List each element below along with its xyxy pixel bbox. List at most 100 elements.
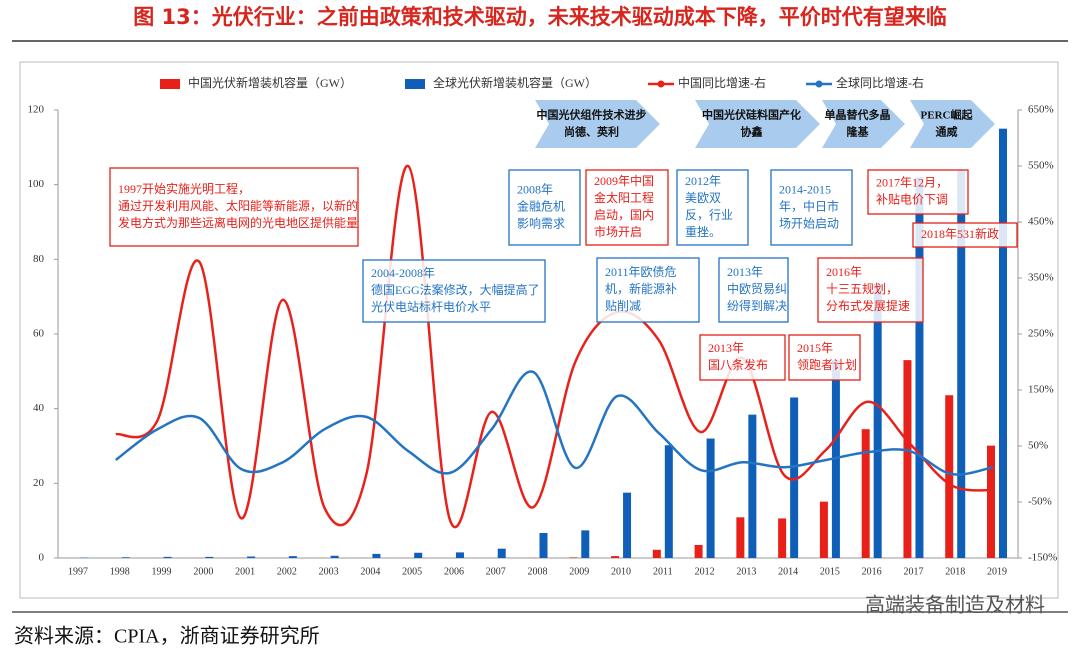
annotation-text: 反，行业 bbox=[685, 208, 733, 222]
y-tick-label: 80 bbox=[33, 253, 45, 265]
y-tick-label: 0 bbox=[39, 552, 45, 564]
annotation-text: 2015年 bbox=[797, 341, 833, 355]
bar bbox=[611, 556, 619, 558]
x-tick-label: 2016 bbox=[862, 566, 882, 577]
annotation-text: 影响需求 bbox=[517, 215, 565, 230]
legend-swatch bbox=[160, 79, 180, 89]
x-tick-label: 2010 bbox=[611, 566, 631, 577]
bar bbox=[820, 502, 828, 558]
phase-arrow bbox=[822, 100, 905, 148]
bar bbox=[623, 493, 631, 558]
annotation-text: 场开始启动 bbox=[779, 216, 839, 230]
annotation-text: 分布式发展提速 bbox=[826, 298, 910, 313]
y-tick-label: 100 bbox=[28, 178, 45, 190]
x-tick-label: 1998 bbox=[110, 566, 130, 577]
annotation-text: 年，中日市 bbox=[779, 198, 839, 213]
annotation-text: 启动，国内 bbox=[594, 208, 654, 222]
bar bbox=[695, 545, 703, 558]
legend-label: 中国同比增速-右 bbox=[678, 75, 766, 90]
legend-swatch bbox=[816, 81, 823, 88]
phase-label: 中国光伏组件技术进步 bbox=[537, 108, 647, 122]
annotation-text: 2004-2008年 bbox=[371, 266, 435, 280]
x-tick-label: 2003 bbox=[319, 566, 339, 577]
annotation-text: 2014-2015 bbox=[779, 182, 831, 196]
bar bbox=[122, 557, 130, 558]
bar bbox=[987, 446, 995, 558]
phase-label: 协鑫 bbox=[741, 125, 763, 139]
annotation-text: 金太阳工程 bbox=[594, 190, 654, 205]
legend-swatch bbox=[658, 81, 665, 88]
legend-label: 全球光伏新增装机容量（GW） bbox=[433, 75, 597, 90]
phase-label: 中国光伏硅料国产化 bbox=[702, 108, 801, 122]
y2-tick-label: 250% bbox=[1028, 328, 1054, 340]
bar bbox=[540, 533, 548, 558]
x-tick-label: 2006 bbox=[444, 566, 464, 577]
annotation-text: 十三五规划， bbox=[826, 281, 898, 296]
x-tick-label: 2017 bbox=[903, 566, 923, 577]
annotation-text: 2011年欧债危 bbox=[605, 265, 677, 279]
x-tick-label: 1997 bbox=[68, 566, 88, 577]
phase-arrow bbox=[695, 100, 820, 148]
annotation-text: 国八条发布 bbox=[708, 357, 768, 372]
legend-swatch bbox=[405, 79, 425, 89]
phase-label: PERC崛起 bbox=[921, 108, 974, 122]
annotation-text: 补贴电价下调 bbox=[876, 192, 948, 206]
bar bbox=[748, 415, 756, 558]
bar bbox=[581, 530, 589, 558]
x-tick-label: 2008 bbox=[528, 566, 548, 577]
legend-label: 全球同比增速-右 bbox=[836, 75, 924, 90]
x-tick-label: 2001 bbox=[235, 566, 255, 577]
x-tick-label: 2018 bbox=[945, 566, 965, 577]
y2-tick-label: 550% bbox=[1028, 160, 1054, 172]
x-tick-label: 2015 bbox=[820, 566, 840, 577]
x-tick-label: 2019 bbox=[987, 566, 1007, 577]
watermark: 高端装备制造及材料 bbox=[865, 593, 1045, 617]
y2-tick-label: 450% bbox=[1028, 216, 1054, 228]
annotation-text: 德国EGG法案修改，大幅提高了 bbox=[371, 282, 540, 297]
annotation-text: 1997开始实施光明工程， bbox=[118, 181, 250, 196]
phase-arrow bbox=[910, 100, 995, 148]
bar bbox=[707, 439, 715, 558]
bar bbox=[736, 517, 744, 558]
bar bbox=[999, 129, 1007, 558]
x-tick-label: 2002 bbox=[277, 566, 297, 577]
phase-label: 尚德、英利 bbox=[564, 125, 619, 139]
x-tick-label: 2000 bbox=[193, 566, 213, 577]
phase-arrow bbox=[535, 100, 660, 148]
bar bbox=[372, 554, 380, 558]
annotation-text: 2013年 bbox=[727, 265, 763, 279]
bar bbox=[653, 550, 661, 558]
source: 资料来源：CPIA，浙商证券研究所 bbox=[14, 625, 320, 648]
bar bbox=[205, 557, 213, 558]
annotation-text: 纷得到解决 bbox=[727, 298, 787, 313]
y2-tick-label: 650% bbox=[1028, 104, 1054, 116]
annotation-text: 通过开发利用风能、太阳能等新能源，以新的 bbox=[118, 198, 358, 213]
annotation-text: 机，新能源补 bbox=[605, 281, 677, 296]
x-tick-label: 2011 bbox=[653, 566, 673, 577]
y-tick-label: 60 bbox=[33, 328, 45, 340]
bar bbox=[874, 284, 882, 558]
x-tick-label: 2005 bbox=[402, 566, 422, 577]
bar bbox=[665, 445, 673, 558]
annotation-text: 2008年 bbox=[517, 182, 553, 196]
y-tick-label: 120 bbox=[28, 104, 45, 116]
title: 图 13：光伏行业：之前由政策和技术驱动，未来技术驱动成本下降，平价时代有望来临 bbox=[133, 5, 947, 29]
x-tick-label: 2014 bbox=[778, 566, 798, 577]
annotation-text: 2009年中国 bbox=[594, 173, 654, 188]
legend-label: 中国光伏新增装机容量（GW） bbox=[188, 75, 352, 90]
annotation-text: 2013年 bbox=[708, 341, 744, 355]
y2-tick-label: -150% bbox=[1028, 552, 1057, 564]
phase-label: 单晶替代多晶 bbox=[825, 108, 891, 122]
bar bbox=[414, 553, 422, 558]
annotation-text: 美欧双 bbox=[685, 191, 721, 205]
x-tick-label: 2009 bbox=[569, 566, 589, 577]
bar bbox=[456, 552, 464, 558]
phase-label: 通威 bbox=[936, 125, 958, 139]
annotation-text: 重挫。 bbox=[685, 225, 721, 239]
annotation-text: 2016年 bbox=[826, 265, 862, 279]
bar bbox=[289, 556, 297, 558]
x-tick-label: 2007 bbox=[486, 566, 506, 577]
annotation-text: 发电方式为那些远离电网的光电地区提供能量 bbox=[118, 215, 358, 230]
y2-tick-label: -50% bbox=[1028, 496, 1052, 508]
